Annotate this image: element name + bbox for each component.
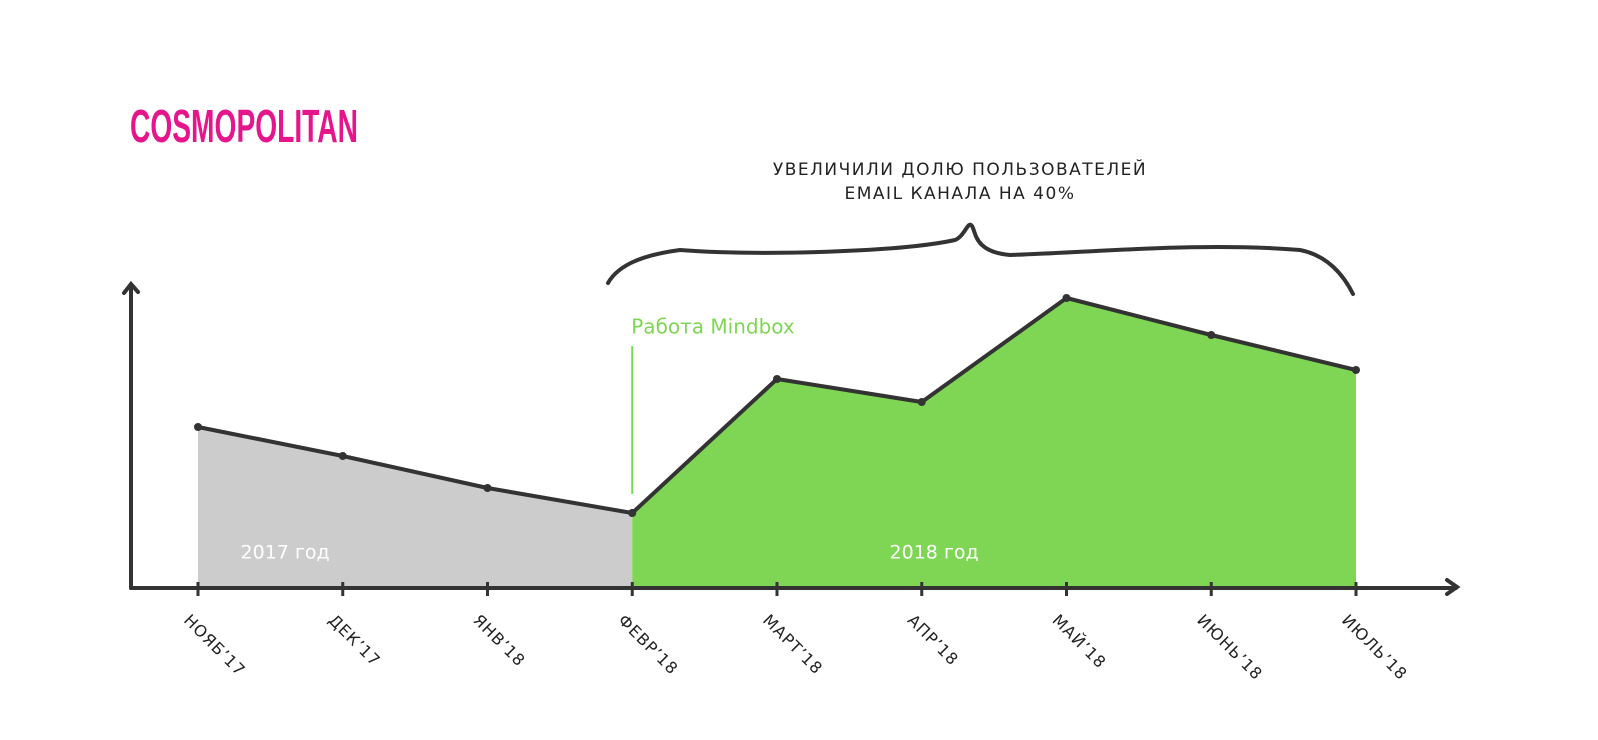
logo-title: COSMOPOLITAN [130,100,358,152]
annotation-line: УВЕЛИЧИЛИ ДОЛЮ ПОЛЬЗОВАТЕЛЕЙ [773,158,1147,180]
area-fill [198,427,633,588]
point [773,375,781,383]
area-line [197,425,633,515]
x-tick-label: ДЕК’17 [325,611,385,671]
point [194,423,202,431]
point [628,509,637,517]
x-tick-label: МАРТ’18 [759,611,827,679]
annotation-line: EMAIL КАНАЛА НА 40% [845,184,1076,204]
x-tick-label: ИЮНЬ’18 [1193,611,1266,684]
point [1062,294,1071,302]
x-tick-label: ИЮЛЬ’18 [1338,611,1411,684]
x-axis [129,578,1461,596]
x-tick-label: ЯНВ’18 [469,611,529,671]
x-tick-label: ФЕВР’18 [614,611,682,679]
series-label: 2017 год [241,542,330,564]
area-fill [632,298,1356,588]
marker-label: Работа Mindbox [631,315,795,339]
x-tick-label: НОЯБ’17 [180,611,249,680]
series-label: 2018 год [890,542,979,564]
point [483,484,492,492]
brace [606,222,1355,296]
area-line [630,296,1357,515]
point [917,398,926,406]
point [1352,366,1360,374]
y-axis [122,280,140,590]
point [338,452,347,460]
x-tick-label: МАЙ’18 [1048,611,1110,673]
point [1207,331,1216,339]
x-tick-label: АПР’18 [904,611,963,670]
